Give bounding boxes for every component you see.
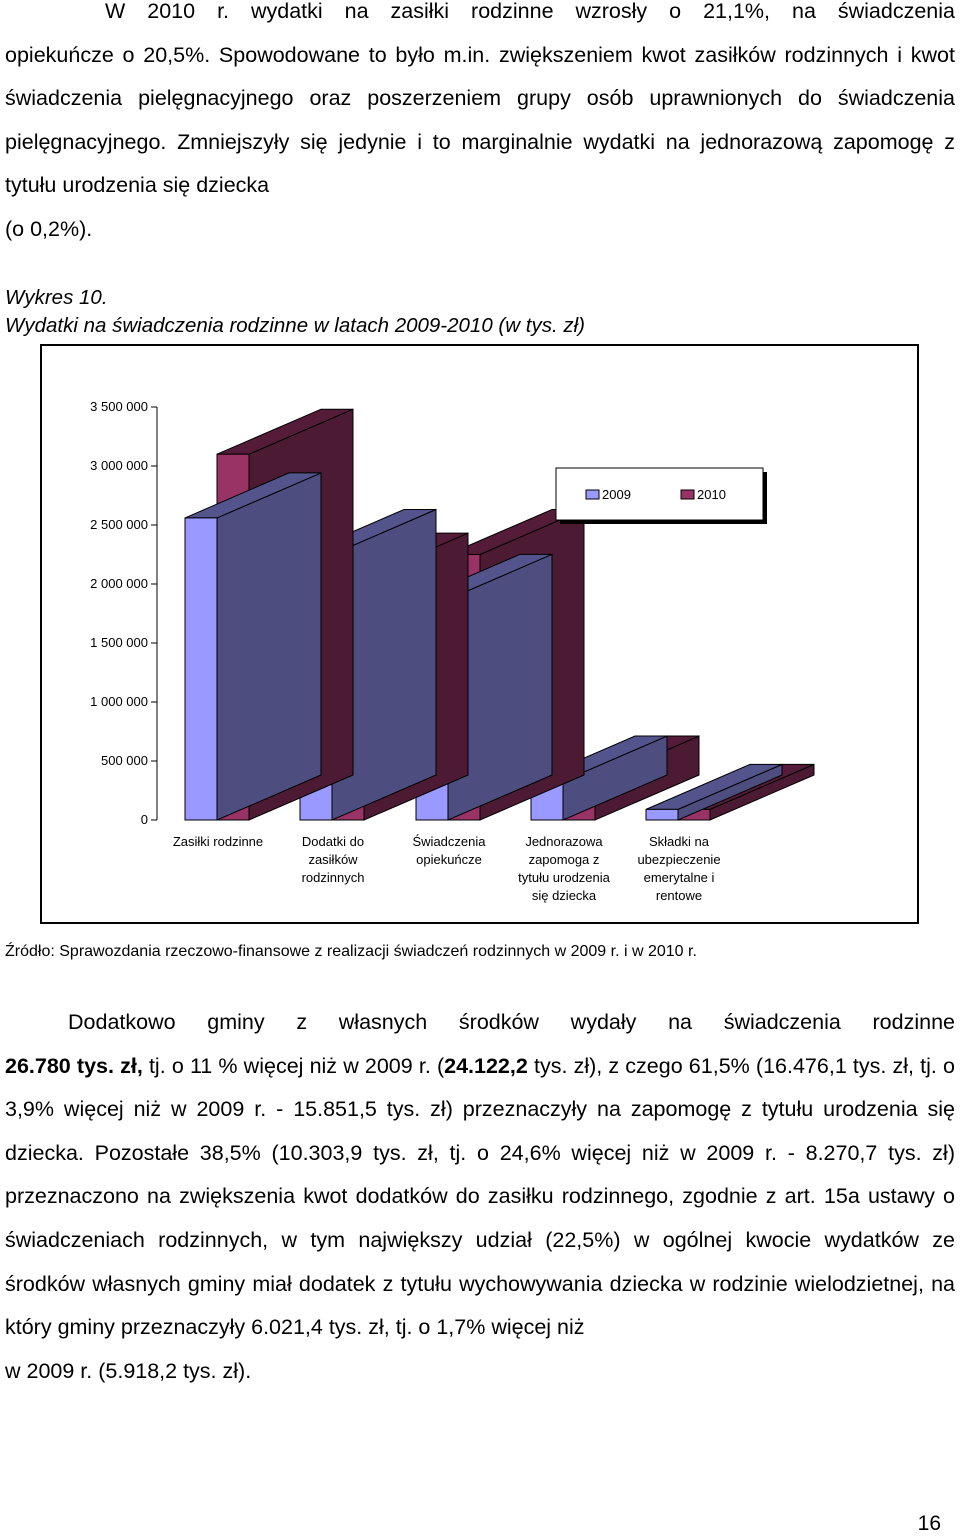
body-total-amount: 26.780 tys. zł, [5,1053,143,1078]
x-tick-label: Dodatki do [302,834,364,849]
legend-label-2009: 2009 [602,487,631,502]
body-line-1: Dodatkowo gminy z własnych środków wydał… [68,1010,955,1034]
y-tick-label: 2 500 000 [90,517,148,532]
intro-text: opiekuńcze o 20,5%. Spowodowane to było … [5,42,955,198]
x-tick-label: się dziecka [532,888,597,903]
x-tick-label: ubezpieczenie [637,852,720,867]
chart-canvas: 0 500 000 1 000 000 1 500 000 2 000 000 2 500… [90,399,815,903]
body-prev-amount: 24.122,2 [444,1053,528,1078]
bar-side-2009 [216,472,322,821]
y-tick-label: 3 500 000 [90,399,148,414]
bar-2009 [645,808,679,821]
x-tick-label: Świadczenia [413,834,487,849]
bar-2009 [184,517,218,821]
intro-paragraph: W 2010 r. wydatki na zasiłki rodzinne wz… [5,0,955,252]
x-tick-label: rentowe [656,888,702,903]
y-tick-label: 500 000 [101,753,148,768]
legend-label-2010: 2010 [697,487,726,502]
y-tick-label: 2 000 000 [90,576,148,591]
body-text-a: tj. o 11 % więcej niż w 2009 r. ( [142,1053,445,1078]
figure-title: Wydatki na świadczenia rodzinne w latach… [5,314,585,337]
x-tick-label: opiekuńcze [416,852,482,867]
x-tick-label: rodzinnych [302,870,365,885]
x-tick-label: Zasiłki rodzinne [173,834,263,849]
legend-swatch-2010 [680,489,695,500]
body-text-b: tys. zł), z czego 61,5% (16.476,1 tys. z… [5,1053,955,1340]
x-tick-label: Składki na [649,834,710,849]
x-tick-label: Jednorazowa [525,834,603,849]
y-tick-label: 0 [141,812,148,827]
y-tick-label: 3 000 000 [90,458,148,473]
intro-last-line: (o 0,2%). [5,216,93,241]
body-paragraph: Dodatkowo gminy z własnych środków wydał… [5,1001,955,1393]
legend-swatch-2009 [585,489,600,500]
figure-number: Wykres 10. [5,286,108,309]
x-tick-label: emerytalne i [644,870,715,885]
x-tick-label: tytułu urodzenia [518,870,611,885]
bar-chart: 0 500 000 1 000 000 1 500 000 2 000 000 2 500… [40,344,919,924]
body-last-line: w 2009 r. (5.918,2 tys. zł). [5,1358,252,1383]
x-tick-label: zapomoga z [529,852,600,867]
y-tick-label: 1 500 000 [90,635,148,650]
y-tick-label: 1 000 000 [90,694,148,709]
figure-source: Źródło: Sprawozdania rzeczowo-finansowe … [5,943,697,960]
page-number: 16 [917,1512,941,1535]
intro-line-1: W 2010 r. wydatki na zasiłki rodzinne wz… [105,0,955,23]
x-tick-label: zasiłków [308,852,358,867]
